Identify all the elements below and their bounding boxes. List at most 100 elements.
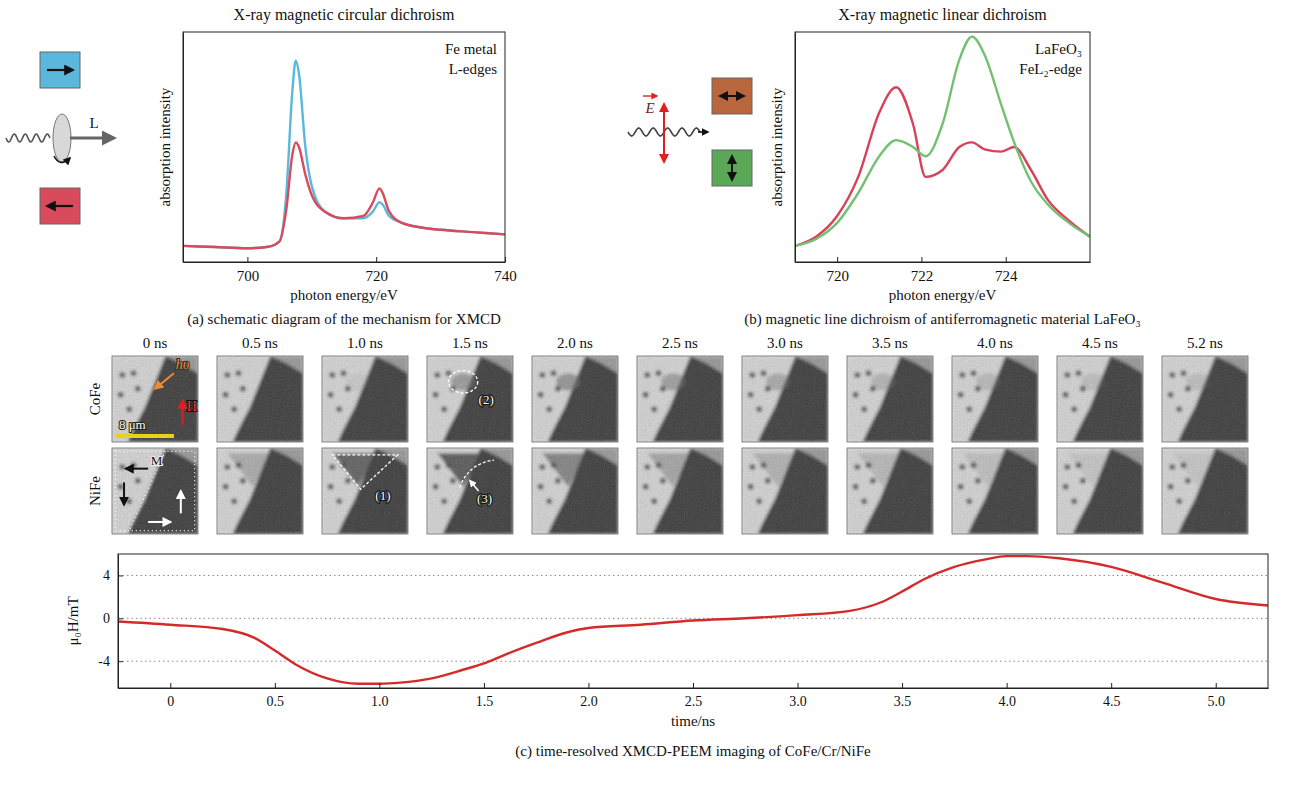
- field-arrow: [663, 104, 665, 162]
- polarization: [53, 114, 71, 162]
- tick-label: 740: [494, 268, 517, 284]
- peem-image: [1162, 448, 1248, 534]
- grain: [427, 356, 513, 442]
- x-tick: 720: [365, 257, 388, 284]
- x-axis-title: photon energy/eV: [889, 287, 997, 303]
- contrast: [532, 356, 618, 442]
- y-axis: [183, 33, 184, 263]
- light-label: hυ: [176, 357, 189, 372]
- scale-bar: [115, 434, 173, 438]
- y-axis-title: absorption intensity: [157, 87, 173, 206]
- background: [112, 448, 198, 534]
- tick-label: 1.0: [371, 694, 389, 709]
- x-tick: 3.0: [789, 683, 807, 709]
- contrast: [637, 356, 723, 442]
- axis-line: [118, 555, 119, 689]
- contrast: [532, 448, 618, 534]
- image-frame: [847, 356, 933, 442]
- caption: (a) schematic diagram of the mechanism f…: [187, 311, 501, 328]
- peem-image: [742, 448, 828, 534]
- contrast: [742, 356, 828, 442]
- x-tick: 720: [826, 257, 849, 284]
- background: [322, 448, 408, 534]
- figure: 700720740X-ray magnetic circular dichroi…: [0, 0, 1295, 805]
- background: [112, 356, 198, 442]
- caption: (b) magnetic line dichroism of antiferro…: [744, 311, 1140, 328]
- xmcd-schematic: L: [6, 52, 114, 224]
- y-tick: -4: [98, 654, 123, 669]
- tick-label: 4.5: [1103, 694, 1121, 709]
- image-frame: [742, 356, 828, 442]
- contrast: [1162, 356, 1248, 442]
- tick-mark: [376, 257, 377, 262]
- grain: [427, 448, 513, 534]
- peem-image: [637, 448, 723, 534]
- time-label: 1.0 ns: [347, 335, 383, 351]
- grain: [1057, 356, 1143, 442]
- background: [427, 356, 513, 442]
- image-frame: [637, 448, 723, 534]
- xmld-schematic: E: [628, 78, 752, 186]
- peem-image: [1162, 356, 1248, 442]
- background: [1057, 448, 1143, 534]
- time-label: 2.0 ns: [557, 335, 593, 351]
- peem-image: [322, 356, 408, 442]
- time-label: 2.5 ns: [662, 335, 698, 351]
- tick-mark: [1007, 683, 1008, 688]
- region-outline: [460, 460, 494, 488]
- background: [217, 448, 303, 534]
- peem-image: (2): [427, 356, 513, 442]
- time-label: 4.0 ns: [977, 335, 1013, 351]
- icon-label: L: [89, 115, 98, 131]
- plot-frame: [183, 32, 505, 262]
- plot-frame: [118, 554, 1268, 688]
- tick-label: 2.5: [685, 694, 703, 709]
- tick-label: 3.5: [894, 694, 912, 709]
- peem-image: [952, 356, 1038, 442]
- tick-label: 4.0: [998, 694, 1016, 709]
- x-tick: 2.0: [580, 683, 598, 709]
- background: [1162, 448, 1248, 534]
- peem-image: [217, 448, 303, 534]
- grain: [532, 448, 618, 534]
- tick-label: 720: [365, 268, 388, 284]
- background: [532, 448, 618, 534]
- peem-image: (3): [427, 448, 513, 534]
- peem-image: [1057, 448, 1143, 534]
- line-chart: 700720740X-ray magnetic circular dichroi…: [157, 6, 517, 328]
- spin-box: [712, 150, 752, 186]
- image-frame: [952, 448, 1038, 534]
- grain: [637, 356, 723, 442]
- grain: [112, 448, 198, 534]
- tick-mark: [902, 683, 903, 688]
- region-outline: [449, 371, 478, 393]
- time-label: 0.5 ns: [242, 335, 278, 351]
- peem-image: [742, 356, 828, 442]
- grain: [637, 448, 723, 534]
- moment-arrow: [47, 69, 73, 71]
- domain-wall: [129, 451, 165, 530]
- image-frame: [1057, 356, 1143, 442]
- x-axis-title: photon energy/eV: [290, 287, 398, 303]
- grain: [217, 448, 303, 534]
- angular-momentum: [70, 137, 114, 140]
- background: [322, 356, 408, 442]
- light-arrow: [155, 373, 174, 388]
- image-frame: [427, 448, 513, 534]
- moment-arrow: [47, 205, 73, 207]
- contrast: [217, 448, 303, 534]
- moment-box: [40, 188, 80, 224]
- series-line: [118, 556, 1268, 684]
- background: [427, 448, 513, 534]
- x-axis-title: time/ns: [671, 713, 715, 729]
- tick-label: 0: [103, 611, 110, 626]
- grain: [532, 356, 618, 442]
- tick-label: 2.0: [580, 694, 598, 709]
- background: [217, 356, 303, 442]
- x-tick: 722: [911, 257, 934, 284]
- moment-box: [40, 52, 80, 88]
- scale-label: 8 μm: [119, 417, 146, 432]
- image-frame: [322, 448, 408, 534]
- annotation: FeL₂-edge: [1019, 61, 1082, 77]
- field-label: H: [187, 399, 197, 414]
